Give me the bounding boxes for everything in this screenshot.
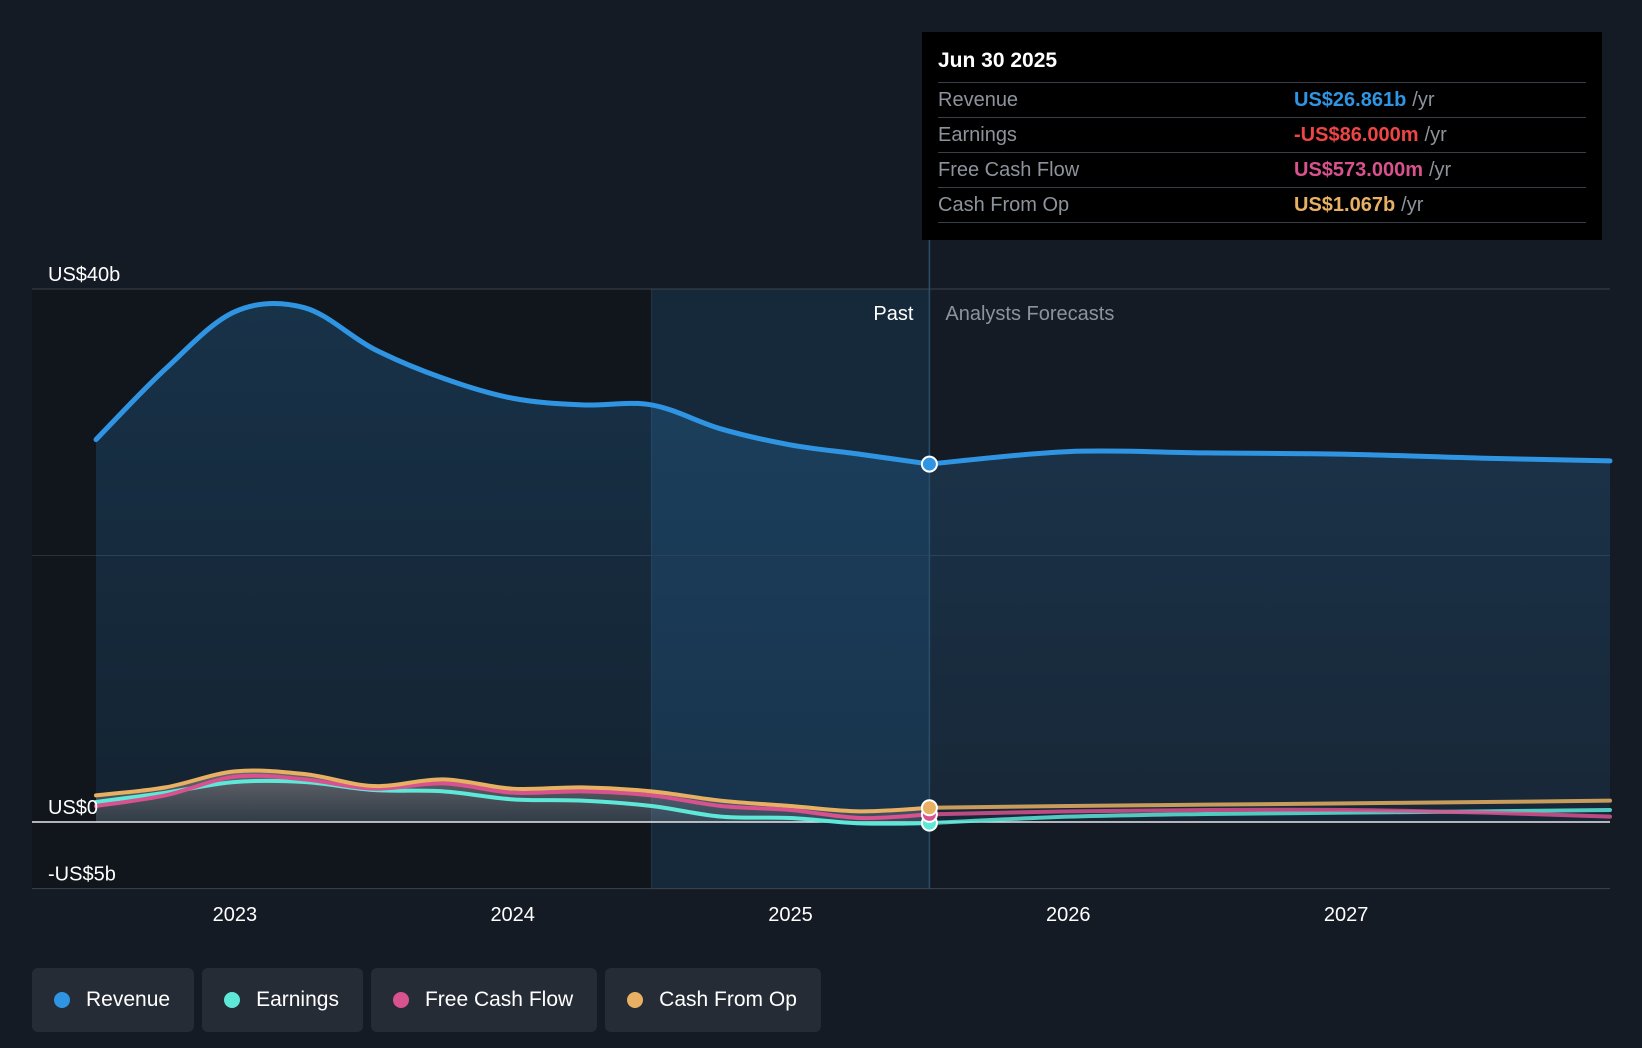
tooltip-value: US$26.861b	[1294, 89, 1407, 111]
legend-item-cash-from-op[interactable]: Cash From Op	[605, 968, 821, 1032]
free-cash-flow-past-line	[94, 773, 932, 821]
cash-from-op-past-line	[94, 768, 932, 814]
revenue-past-line	[93, 300, 932, 467]
revenue-forecast-line	[926, 448, 1613, 467]
legend-dot-icon	[54, 992, 70, 1008]
tooltip-row-earnings: Earnings -US$86.000m /yr	[938, 118, 1586, 153]
y-tick-label: US$0	[48, 797, 98, 819]
legend: Revenue Earnings Free Cash Flow Cash Fro…	[32, 968, 821, 1032]
legend-item-revenue[interactable]: Revenue	[32, 968, 195, 1032]
tooltip-label: Earnings	[938, 124, 1017, 146]
x-tick-label: 2026	[1046, 904, 1091, 926]
forecast-label: Analysts Forecasts	[945, 303, 1114, 325]
legend-label: Cash From Op	[659, 988, 797, 1011]
tooltip-label: Revenue	[938, 89, 1019, 111]
cash-from-op-forecast-line	[927, 798, 1612, 810]
revenue-marker	[920, 455, 938, 473]
tooltip-unit: /yr	[1428, 159, 1452, 181]
tooltip: Jun 30 2025 Revenue US$26.861b /yr Earni…	[922, 32, 1602, 240]
cash-from-op-marker	[920, 799, 938, 817]
legend-dot-icon	[224, 992, 241, 1008]
tooltip-unit: /yr	[1412, 89, 1435, 111]
tooltip-unit: /yr	[1424, 124, 1447, 146]
revenue-area	[96, 303, 1610, 822]
tooltip-row-revenue: Revenue US$26.861b /yr	[938, 83, 1586, 118]
tooltip-label: Cash From Op	[938, 194, 1070, 216]
tooltip-value: US$573.000m	[1294, 159, 1423, 181]
legend-label: Free Cash Flow	[424, 988, 574, 1011]
tooltip-value: US$1.067b	[1294, 194, 1396, 216]
legend-dot-icon	[392, 992, 409, 1008]
tooltip-label: Free Cash Flow	[938, 159, 1080, 181]
free-cash-flow-forecast-line	[927, 807, 1612, 819]
tooltip-unit: /yr	[1401, 194, 1424, 216]
tooltip-row-free-cash-flow: Free Cash Flow US$573.000m /yr	[938, 153, 1586, 188]
legend-dot-icon	[627, 992, 644, 1008]
tooltip-date: Jun 30 2025	[938, 46, 1586, 83]
legend-item-free-cash-flow[interactable]: Free Cash Flow	[370, 968, 598, 1032]
y-tick-label: US$40b	[48, 264, 120, 286]
y-tick-label: -US$5b	[48, 864, 116, 886]
x-tick-label: 2027	[1324, 904, 1369, 926]
legend-label: Earnings	[256, 988, 339, 1011]
legend-item-earnings[interactable]: Earnings	[202, 968, 363, 1032]
tooltip-row-cash-from-op: Cash From Op US$1.067b /yr	[938, 188, 1586, 223]
tooltip-value: -US$86.000m	[1294, 124, 1419, 146]
earnings-past-line	[94, 778, 932, 826]
x-tick-label: 2025	[768, 904, 813, 926]
legend-label: Revenue	[86, 988, 171, 1011]
x-tick-label: 2024	[490, 904, 535, 926]
past-label: Past	[873, 303, 913, 325]
x-tick-label: 2023	[213, 904, 258, 926]
chart-svg: US$40b US$0 -US$5b 2023 2024 2025 2026 2027 Past…	[32, 240, 1613, 926]
